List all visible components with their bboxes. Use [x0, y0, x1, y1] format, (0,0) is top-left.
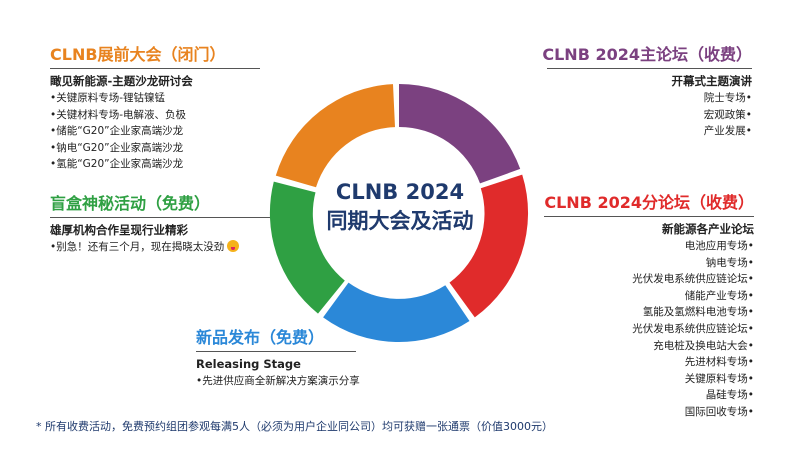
subforum-item: 关键原料专场• — [684, 372, 754, 385]
preshow-item: •氢能“G20”企业家高端沙龙 — [50, 158, 184, 171]
subforum-item: 光伏发电系统供应链论坛• — [632, 322, 754, 335]
subforum-item: 充电桩及换电站大会• — [653, 339, 754, 352]
event-ring-diagram — [269, 84, 529, 343]
subforum-divider — [544, 216, 754, 217]
newproduct-subtitle: Releasing Stage — [196, 357, 301, 371]
subforum-subtitle: 新能源各产业论坛 — [662, 222, 754, 236]
subforum-item: 钠电专场• — [705, 256, 754, 269]
newproduct-section: 新品发布（免费） Releasing Stage •先进供应商全新解决方案演示分… — [196, 327, 436, 390]
mainforum-title: CLNB 2024主论坛（收费） — [542, 45, 752, 64]
preshow-item: •关键原料专场-锂钴镍锰 — [50, 92, 165, 104]
newproduct-title: 新品发布（免费） — [196, 328, 325, 347]
subforum-item: 储能产业专场• — [684, 289, 754, 302]
center-title-line2: 同期大会及活动 — [326, 209, 474, 233]
subforum-section: CLNB 2024分论坛（收费） 新能源各产业论坛 电池应用专场• 钠电专场• … — [520, 192, 754, 421]
blindbox-subtitle: 雄厚机构合作呈现行业精彩 — [50, 223, 188, 237]
mainforum-section: CLNB 2024主论坛（收费） 开幕式主题演讲 院士专场• 宏观政策• 产业发… — [530, 44, 752, 140]
ring-segment-blind-box — [269, 181, 345, 314]
newproduct-item: •先进供应商全新解决方案演示分享 — [196, 375, 360, 387]
subforum-item: 国际回收专场• — [684, 405, 754, 418]
ring-segment-sub-forum — [449, 174, 529, 318]
blindbox-item-row: •别急！还有三个月，现在揭晓太没劲 — [50, 239, 290, 256]
preshow-section: CLNB展前大会（闭门） 瞰见新能源-主题沙龙研讨会 •关键原料专场-锂钴镍锰 … — [50, 44, 270, 173]
subforum-item: 晶硅专场• — [705, 389, 754, 402]
subforum-item: 先进材料专场• — [684, 356, 754, 369]
subforum-title: CLNB 2024分论坛（收费） — [544, 193, 754, 212]
blindbox-title: 盲盒神秘活动（免费） — [50, 194, 211, 213]
mainforum-subtitle: 开幕式主题演讲 — [671, 74, 753, 88]
ring-segment-new-product — [323, 282, 470, 343]
preshow-item: •钠电“G20”企业家高端沙龙 — [50, 141, 184, 154]
blindbox-divider — [50, 217, 270, 218]
blindbox-section: 盲盒神秘活动（免费） 雄厚机构合作呈现行业精彩 •别急！还有三个月，现在揭晓太没… — [50, 193, 290, 256]
subforum-item: 光伏发电系统供应链论坛• — [632, 273, 754, 286]
subforum-item: 氢能及氢燃料电池专场• — [642, 306, 754, 319]
blindbox-item: •别急！还有三个月，现在揭晓太没劲 — [50, 241, 225, 253]
newproduct-divider — [196, 351, 356, 352]
subforum-item: 电池应用专场• — [684, 240, 754, 252]
ring-segment-main-forum — [399, 84, 521, 184]
ring-segment-preshow — [275, 84, 395, 188]
preshow-item: •关键材料专场-电解液、负极 — [50, 108, 186, 121]
preshow-subtitle: 瞰见新能源-主题沙龙研讨会 — [50, 74, 193, 88]
tongue-emoji-icon — [227, 240, 240, 252]
footnote: * 所有收费活动，免费预约组团参观每满5人（必须为用户企业同公司）均可获赠一张通… — [36, 420, 553, 433]
mainforum-item: 产业发展• — [703, 125, 752, 138]
mainforum-divider — [547, 68, 752, 69]
center-title-line1: CLNB 2024 — [335, 180, 465, 204]
center-title: CLNB 2024 同期大会及活动 — [300, 178, 500, 236]
preshow-item: •储能“G20”企业家高端沙龙 — [50, 125, 184, 138]
mainforum-item: 宏观政策• — [703, 108, 752, 121]
mainforum-item: 院士专场• — [703, 92, 752, 104]
preshow-title: CLNB展前大会（闭门） — [50, 45, 226, 64]
preshow-divider — [50, 68, 260, 69]
